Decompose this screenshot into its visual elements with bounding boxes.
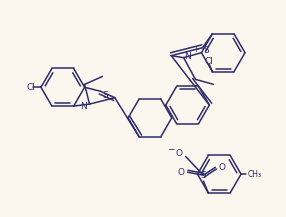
Text: O: O <box>175 149 182 158</box>
Text: CH₃: CH₃ <box>248 170 262 179</box>
Text: O: O <box>177 168 184 177</box>
Text: Cl: Cl <box>205 57 214 66</box>
Text: +: + <box>192 45 199 54</box>
Text: S: S <box>200 171 206 180</box>
Text: S: S <box>204 46 209 55</box>
Text: S: S <box>102 91 108 100</box>
Text: O: O <box>219 163 226 172</box>
Text: N: N <box>184 52 191 61</box>
Text: Cl: Cl <box>27 83 35 92</box>
Text: −: − <box>167 144 174 153</box>
Text: N: N <box>80 102 87 111</box>
